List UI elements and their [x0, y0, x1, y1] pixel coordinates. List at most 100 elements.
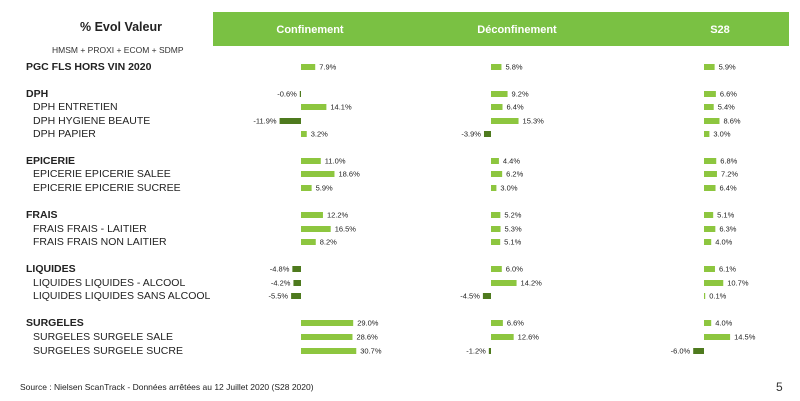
bar — [488, 348, 491, 354]
bar — [491, 91, 508, 97]
bar — [704, 293, 706, 299]
bar — [292, 266, 301, 272]
row-label: EPICERIE EPICERIE SALEE — [33, 168, 171, 180]
row-label: DPH PAPIER — [33, 128, 96, 140]
data-label: 8.6% — [723, 117, 740, 126]
data-label: 0.1% — [709, 292, 726, 301]
bar — [301, 320, 354, 326]
row-label: SURGELES SURGELE SUCRE — [33, 345, 183, 357]
bar — [301, 226, 331, 232]
bar — [704, 118, 720, 124]
row-label: LIQUIDES LIQUIDES - ALCOOL — [33, 277, 185, 289]
data-label: 28.6% — [356, 333, 378, 342]
column-header-1: Confinement — [276, 24, 344, 36]
data-label: -6.0% — [671, 347, 691, 356]
row-label: PGC FLS HORS VIN 2020 — [26, 61, 152, 73]
row-label: LIQUIDES — [26, 263, 76, 275]
data-label: 9.2% — [512, 90, 529, 99]
bar — [704, 91, 716, 97]
row-label: DPH — [26, 88, 48, 100]
row-label: EPICERIE EPICERIE SUCREE — [33, 182, 181, 194]
data-label: 6.4% — [720, 184, 737, 193]
row-label: LIQUIDES LIQUIDES SANS ALCOOL — [33, 290, 211, 302]
data-label: 29.0% — [357, 319, 379, 328]
bar — [491, 280, 517, 286]
bar — [491, 266, 502, 272]
bar — [491, 104, 503, 110]
row-label: FRAIS FRAIS - LAITIER — [33, 223, 147, 235]
bar — [491, 212, 501, 218]
data-label: -3.9% — [461, 130, 481, 139]
data-label: 6.4% — [507, 103, 524, 112]
row-label: SURGELES — [26, 317, 84, 329]
row-label: FRAIS FRAIS NON LAITIER — [33, 236, 167, 248]
data-label: 7.2% — [721, 170, 738, 179]
data-label: 3.0% — [500, 184, 517, 193]
data-label: 6.1% — [719, 265, 736, 274]
bar — [301, 334, 353, 340]
bar — [301, 64, 316, 70]
bar — [301, 239, 316, 245]
bar — [491, 320, 503, 326]
bar — [491, 64, 502, 70]
bar — [301, 212, 323, 218]
row-label: FRAIS — [26, 209, 58, 221]
column-header-bar — [213, 12, 789, 46]
bar — [704, 334, 731, 340]
data-label: -4.8% — [270, 265, 290, 274]
bar — [301, 171, 335, 177]
bar — [704, 320, 712, 326]
data-label: 5.2% — [504, 211, 521, 220]
data-label: 4.0% — [715, 319, 732, 328]
bar — [491, 118, 519, 124]
bar — [483, 131, 491, 137]
data-label: 6.0% — [506, 265, 523, 274]
row-label: DPH HYGIENE BEAUTE — [33, 115, 150, 127]
data-label: 6.3% — [719, 225, 736, 234]
source-note: Source : Nielsen ScanTrack - Données arr… — [20, 382, 314, 392]
bar — [704, 104, 714, 110]
data-label: 7.9% — [319, 63, 336, 72]
data-label: 18.6% — [338, 170, 360, 179]
bar — [291, 293, 301, 299]
bar — [301, 158, 321, 164]
bar — [704, 266, 715, 272]
chart-title: % Evol Valeur — [80, 20, 162, 34]
data-label: 14.1% — [330, 103, 352, 112]
data-label: -4.5% — [460, 292, 480, 301]
data-label: 12.2% — [327, 211, 349, 220]
bar — [704, 131, 710, 137]
data-label: 6.8% — [720, 157, 737, 166]
bar — [279, 118, 301, 124]
bar — [491, 334, 514, 340]
chart-subtitle: HMSM + PROXI + ECOM + SDMP — [52, 45, 184, 55]
row-label: EPICERIE — [26, 155, 75, 167]
data-label: 4.0% — [715, 238, 732, 247]
data-label: 3.2% — [311, 130, 328, 139]
data-label: 5.9% — [316, 184, 333, 193]
data-label: 30.7% — [360, 347, 382, 356]
bar — [491, 185, 497, 191]
data-label: 6.6% — [507, 319, 524, 328]
data-label: -11.9% — [253, 117, 277, 126]
bar — [482, 293, 491, 299]
data-label: 14.5% — [734, 333, 756, 342]
bar — [704, 185, 716, 191]
data-label: 3.0% — [713, 130, 730, 139]
bar — [704, 280, 724, 286]
bar — [293, 280, 301, 286]
bar — [301, 104, 327, 110]
bar — [704, 158, 717, 164]
data-label: -5.5% — [269, 292, 289, 301]
data-label: 5.9% — [719, 63, 736, 72]
bar — [491, 239, 501, 245]
data-label: 11.0% — [325, 157, 346, 166]
data-label: 5.1% — [717, 211, 734, 220]
bar — [704, 226, 716, 232]
bar — [704, 239, 712, 245]
page-number: 5 — [776, 380, 783, 394]
data-label: 6.2% — [506, 170, 523, 179]
data-label: 15.3% — [523, 117, 545, 126]
bar — [704, 64, 715, 70]
